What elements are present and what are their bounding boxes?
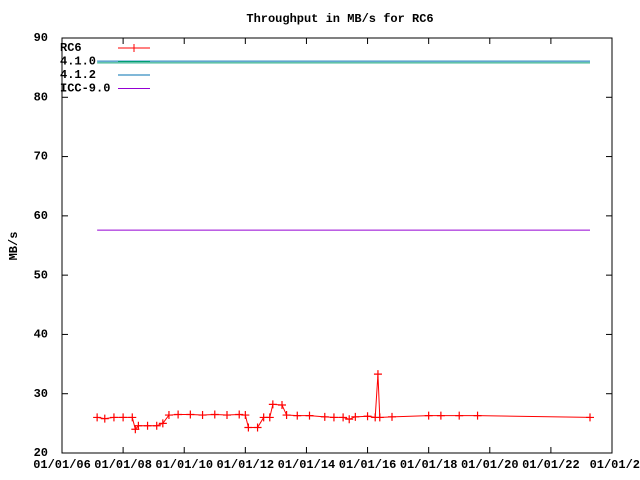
point-marker [241,411,250,420]
y-tick-label: 30 [34,387,48,401]
point-marker [134,421,143,430]
point-marker [388,412,396,421]
y-tick-label: 60 [34,209,48,223]
y-tick-label: 40 [34,328,48,342]
point-marker [174,410,183,419]
x-tick-label: 01/01/06 [33,458,91,472]
y-tick-label: 90 [34,31,48,45]
point-marker [128,413,137,422]
point-marker [223,411,231,420]
point-marker [119,413,128,422]
y-tick-label: 70 [34,150,48,164]
point-marker [455,411,464,420]
point-marker [586,413,594,422]
legend-label: 4.1.2 [60,68,96,82]
point-marker [329,413,338,422]
y-tick-label: 80 [34,90,48,104]
point-marker [305,411,314,420]
point-marker [253,423,262,432]
point-marker [345,415,354,424]
chart-title: Throughput in MB/s for RC6 [246,12,433,26]
legend-label: ICC-9.0 [60,82,110,96]
point-marker [424,411,433,420]
point-marker [100,414,109,423]
point-marker [164,411,173,420]
point-marker [293,411,302,420]
y-axis-label: MB/s [7,232,21,261]
x-tick-label: 01/01/18 [400,458,458,472]
point-marker [265,413,274,422]
point-marker [158,419,167,428]
legend-marker [130,44,138,52]
x-tick-label: 01/01/10 [155,458,213,472]
point-marker [93,413,102,422]
point-marker [198,411,207,420]
point-marker [268,400,277,409]
point-marker [152,421,161,430]
point-marker [436,411,445,420]
x-tick-label: 01/01/22 [522,458,580,472]
y-tick-label: 50 [34,268,48,282]
point-marker [373,370,382,379]
x-tick-label: 01/01/12 [217,458,275,472]
point-marker [282,411,291,420]
point-marker [339,413,348,422]
y-tick-label: 20 [34,446,48,460]
point-marker [375,413,384,422]
point-marker [244,423,253,432]
x-tick-label: 01/01/20 [461,458,519,472]
point-marker [351,412,360,421]
point-marker [109,413,118,422]
x-tick-label: 01/01/08 [94,458,152,472]
point-marker [143,421,152,430]
point-marker [363,412,372,421]
point-marker [210,410,219,419]
point-marker [186,410,195,419]
point-marker [320,412,329,421]
x-tick-label: 01/01/2 [590,458,640,472]
x-tick-label: 01/01/16 [339,458,397,472]
legend-label: 4.1.0 [60,55,96,69]
x-tick-label: 01/01/14 [278,458,336,472]
plot-border [61,37,613,454]
legend-label: RC6 [60,41,82,55]
point-marker [278,400,286,409]
point-marker [473,411,482,420]
